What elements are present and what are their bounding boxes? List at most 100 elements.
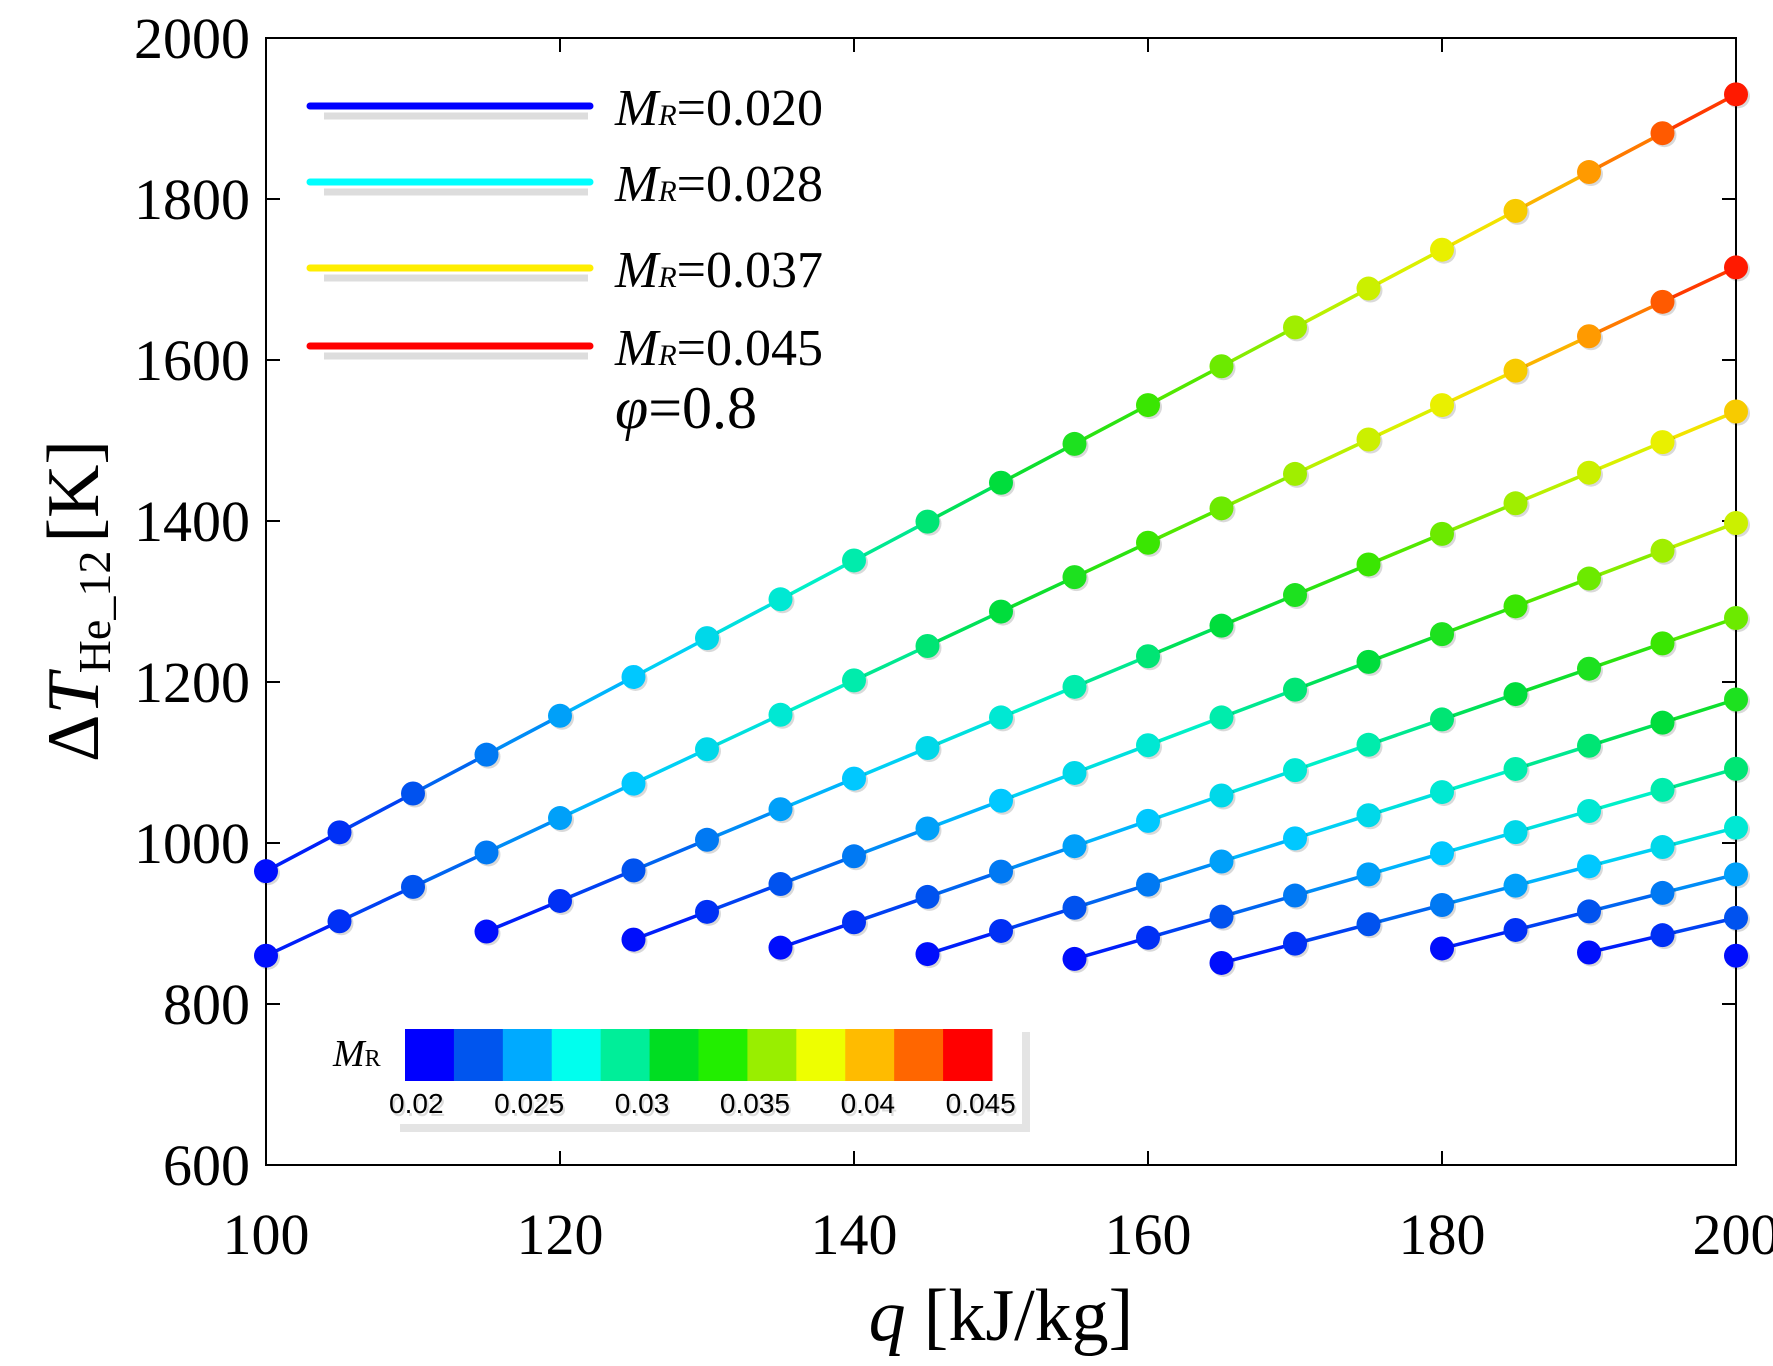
colorbar-segment-4 <box>601 1029 650 1081</box>
line4-point-12 <box>1504 594 1528 618</box>
line6-point-5 <box>1283 826 1307 850</box>
colorbar-label-sub: R <box>365 1046 381 1072</box>
line5-point-4 <box>1063 834 1087 858</box>
line8-point-7 <box>1724 816 1748 840</box>
line3-point-12 <box>1357 552 1381 576</box>
line9-point-3 <box>1651 881 1675 905</box>
colorbar-tick-0: 0.02 <box>389 1088 444 1119</box>
line4-point-3 <box>842 844 866 868</box>
line2-point-3 <box>475 840 499 864</box>
line4-point-0 <box>622 928 646 952</box>
line9-point-1 <box>1504 918 1528 942</box>
line4-point-11 <box>1430 622 1454 646</box>
line2-point-7 <box>769 703 793 727</box>
line1-point-10 <box>989 471 1013 495</box>
legend-label-3: MR=0.045 <box>614 320 823 377</box>
legend-label-0: MR=0.020 <box>614 80 823 137</box>
line9-point-2 <box>1577 899 1601 923</box>
line6-point-8 <box>1504 757 1528 781</box>
legend-value-1: =0.028 <box>677 156 823 213</box>
line3-point-16 <box>1651 430 1675 454</box>
line2-point-1 <box>328 909 352 933</box>
line3-point-17 <box>1724 400 1748 424</box>
line2-point-15 <box>1357 427 1381 451</box>
y-tick-label-4: 1400 <box>134 489 250 554</box>
line1-point-11 <box>1063 432 1087 456</box>
x-tick-label-0: 100 <box>223 1202 310 1267</box>
colorbar-tick-1: 0.025 <box>494 1088 564 1119</box>
line3-point-11 <box>1283 583 1307 607</box>
line7-point-1 <box>1136 926 1160 950</box>
y-label-delta: Δ <box>33 714 115 762</box>
colorbar-segments <box>405 1029 993 1081</box>
colorbar-segment-5 <box>650 1029 699 1081</box>
line3-point-3 <box>695 828 719 852</box>
line5-point-9 <box>1430 707 1454 731</box>
colorbar-tick-2: 0.03 <box>615 1088 670 1119</box>
line5-point-2 <box>916 885 940 909</box>
colorbar-segment-11 <box>943 1029 992 1081</box>
x-tick-label-4: 180 <box>1399 1202 1486 1267</box>
y-tick-label-6: 1800 <box>134 167 250 232</box>
colorbar-segment-1 <box>454 1029 503 1081</box>
line1-point-2 <box>401 781 425 805</box>
line1-point-15 <box>1357 277 1381 301</box>
line4-point-5 <box>989 789 1013 813</box>
line7-point-8 <box>1651 778 1675 802</box>
legend-value-3: =0.045 <box>677 320 823 377</box>
colorbar-segment-8 <box>796 1029 845 1081</box>
colorbar-segment-3 <box>552 1029 601 1081</box>
line2-point-19 <box>1651 290 1675 314</box>
line3-point-14 <box>1504 491 1528 515</box>
line1-point-18 <box>1577 160 1601 184</box>
legend-value-2: =0.037 <box>677 242 823 299</box>
phi-symbol: φ <box>615 375 648 441</box>
phi-value: =0.8 <box>648 375 757 441</box>
line7-point-3 <box>1283 884 1307 908</box>
line1-point-16 <box>1430 238 1454 262</box>
line3-point-4 <box>769 797 793 821</box>
line3-point-10 <box>1210 614 1234 638</box>
line4-point-10 <box>1357 650 1381 674</box>
colorbar-tick-4: 0.04 <box>841 1088 896 1119</box>
line3-point-2 <box>622 858 646 882</box>
colorbar-segment-6 <box>699 1029 748 1081</box>
line3-point-6 <box>916 736 940 760</box>
line4-point-9 <box>1283 678 1307 702</box>
line6-point-9 <box>1577 734 1601 758</box>
line8-point-6 <box>1651 835 1675 859</box>
line2-point-17 <box>1504 359 1528 383</box>
line1-point-3 <box>475 743 499 767</box>
line5-point-0 <box>769 936 793 960</box>
y-tick-label-5: 1600 <box>134 328 250 393</box>
y-tick-label-1: 800 <box>163 972 250 1037</box>
y-label-sub: He_12 <box>69 551 120 674</box>
line4-point-13 <box>1577 567 1601 591</box>
line6-point-7 <box>1430 780 1454 804</box>
line2-point-11 <box>1063 565 1087 589</box>
line6-point-11 <box>1724 688 1748 712</box>
line4-point-8 <box>1210 705 1234 729</box>
line1-point-12 <box>1136 393 1160 417</box>
line2-point-14 <box>1283 462 1307 486</box>
line3-point-0 <box>475 920 499 944</box>
line6-point-6 <box>1357 803 1381 827</box>
line2-point-18 <box>1577 324 1601 348</box>
x-tick-label-2: 140 <box>811 1202 898 1267</box>
line5-point-12 <box>1651 631 1675 655</box>
line7-point-9 <box>1724 757 1748 781</box>
legend-var-1: M <box>614 156 661 213</box>
x-tick-label-3: 160 <box>1105 1202 1192 1267</box>
line7-point-6 <box>1504 820 1528 844</box>
line2-point-2 <box>401 875 425 899</box>
colorbar-segment-2 <box>503 1029 552 1081</box>
line4-point-7 <box>1136 733 1160 757</box>
line2-point-4 <box>548 806 572 830</box>
colorbar-tick-5: 0.045 <box>946 1088 1016 1119</box>
line2-point-5 <box>622 772 646 796</box>
line9-point-0 <box>1430 936 1454 960</box>
line11-point-0 <box>1724 944 1748 968</box>
line3-point-15 <box>1577 461 1601 485</box>
line6-point-1 <box>989 919 1013 943</box>
